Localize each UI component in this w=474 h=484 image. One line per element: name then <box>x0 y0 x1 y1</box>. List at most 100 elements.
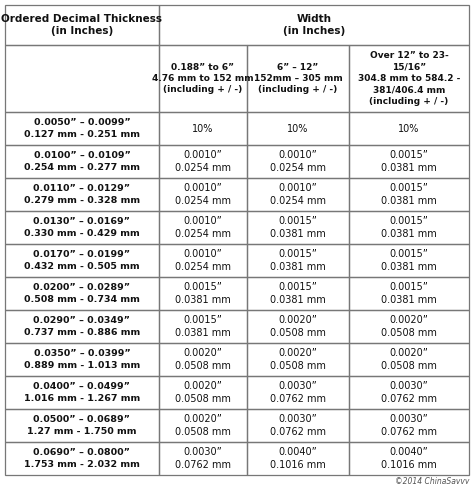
Bar <box>159 145 247 178</box>
Text: 0.0015”
0.0381 mm: 0.0015” 0.0381 mm <box>270 249 326 272</box>
Bar <box>5 376 159 409</box>
Text: 0.0020”
0.0508 mm: 0.0020” 0.0508 mm <box>270 348 326 371</box>
Bar <box>247 178 349 211</box>
Text: 0.0110” – 0.0129”
0.279 mm - 0.328 mm: 0.0110” – 0.0129” 0.279 mm - 0.328 mm <box>24 184 140 205</box>
Text: 0.0015”
0.0381 mm: 0.0015” 0.0381 mm <box>381 216 437 239</box>
Bar <box>247 277 349 310</box>
Text: 0.0020”
0.0508 mm: 0.0020” 0.0508 mm <box>270 315 326 338</box>
Bar <box>159 277 247 310</box>
Text: 0.0500” – 0.0689”
1.27 mm - 1.750 mm: 0.0500” – 0.0689” 1.27 mm - 1.750 mm <box>27 415 137 436</box>
Text: 0.0010”
0.0254 mm: 0.0010” 0.0254 mm <box>175 150 231 173</box>
Bar <box>247 112 349 145</box>
Bar <box>159 178 247 211</box>
Bar <box>247 409 349 442</box>
Text: 0.0020”
0.0508 mm: 0.0020” 0.0508 mm <box>175 414 231 437</box>
Bar <box>159 310 247 343</box>
Text: 10%: 10% <box>398 123 419 134</box>
Text: 0.0050” – 0.0099”
0.127 mm - 0.251 mm: 0.0050” – 0.0099” 0.127 mm - 0.251 mm <box>24 118 140 139</box>
Text: 0.0015”
0.0381 mm: 0.0015” 0.0381 mm <box>381 249 437 272</box>
Bar <box>349 442 469 475</box>
Bar <box>247 45 349 112</box>
Bar <box>349 112 469 145</box>
Bar <box>349 244 469 277</box>
Text: 0.0015”
0.0381 mm: 0.0015” 0.0381 mm <box>381 183 437 206</box>
Text: 0.0020”
0.0508 mm: 0.0020” 0.0508 mm <box>381 315 437 338</box>
Text: 0.0030”
0.0762 mm: 0.0030” 0.0762 mm <box>270 414 326 437</box>
Text: 0.0030”
0.0762 mm: 0.0030” 0.0762 mm <box>381 414 437 437</box>
Bar <box>5 112 159 145</box>
Text: 0.0020”
0.0508 mm: 0.0020” 0.0508 mm <box>175 348 231 371</box>
Text: 0.0015”
0.0381 mm: 0.0015” 0.0381 mm <box>175 315 231 338</box>
Text: 0.0020”
0.0508 mm: 0.0020” 0.0508 mm <box>381 348 437 371</box>
Text: 0.0290” – 0.0349”
0.737 mm - 0.886 mm: 0.0290” – 0.0349” 0.737 mm - 0.886 mm <box>24 316 140 337</box>
Bar <box>159 409 247 442</box>
Bar <box>349 45 469 112</box>
Bar <box>159 5 469 45</box>
Text: 0.0030”
0.0762 mm: 0.0030” 0.0762 mm <box>381 381 437 404</box>
Bar <box>159 244 247 277</box>
Text: 0.0010”
0.0254 mm: 0.0010” 0.0254 mm <box>270 150 326 173</box>
Bar <box>5 5 159 45</box>
Bar <box>159 376 247 409</box>
Bar <box>5 178 159 211</box>
Text: 0.0690” – 0.0800”
1.753 mm - 2.032 mm: 0.0690” – 0.0800” 1.753 mm - 2.032 mm <box>24 448 140 469</box>
Text: 0.0015”
0.0381 mm: 0.0015” 0.0381 mm <box>270 216 326 239</box>
Bar <box>5 442 159 475</box>
Bar <box>247 145 349 178</box>
Bar <box>349 310 469 343</box>
Bar <box>349 145 469 178</box>
Bar <box>5 211 159 244</box>
Text: 6” – 12”
152mm – 305 mm
(including + / -): 6” – 12” 152mm – 305 mm (including + / -… <box>254 62 342 94</box>
Bar <box>159 45 247 112</box>
Bar <box>247 244 349 277</box>
Bar <box>159 211 247 244</box>
Text: Width
(in Inches): Width (in Inches) <box>283 14 345 36</box>
Bar <box>159 112 247 145</box>
Text: 0.0100” – 0.0109”
0.254 mm - 0.277 mm: 0.0100” – 0.0109” 0.254 mm - 0.277 mm <box>24 151 140 172</box>
Text: Over 12” to 23-
15/16”
304.8 mm to 584.2 -
381/406.4 mm
(including + / -): Over 12” to 23- 15/16” 304.8 mm to 584.2… <box>358 51 460 106</box>
Bar <box>5 409 159 442</box>
Bar <box>5 145 159 178</box>
Text: 0.0010”
0.0254 mm: 0.0010” 0.0254 mm <box>270 183 326 206</box>
Bar <box>247 310 349 343</box>
Bar <box>5 310 159 343</box>
Text: Ordered Decimal Thickness
(in Inches): Ordered Decimal Thickness (in Inches) <box>1 14 163 36</box>
Text: 0.0010”
0.0254 mm: 0.0010” 0.0254 mm <box>175 249 231 272</box>
Bar <box>247 211 349 244</box>
Text: 0.0400” – 0.0499”
1.016 mm - 1.267 mm: 0.0400” – 0.0499” 1.016 mm - 1.267 mm <box>24 382 140 403</box>
Text: 10%: 10% <box>287 123 309 134</box>
Bar <box>349 211 469 244</box>
Bar <box>349 409 469 442</box>
Text: 0.0020”
0.0508 mm: 0.0020” 0.0508 mm <box>175 381 231 404</box>
Text: 0.0010”
0.0254 mm: 0.0010” 0.0254 mm <box>175 183 231 206</box>
Text: 0.0015”
0.0381 mm: 0.0015” 0.0381 mm <box>270 282 326 305</box>
Bar <box>5 343 159 376</box>
Bar <box>247 442 349 475</box>
Bar <box>159 343 247 376</box>
Text: ©2014 ChinaSavvy: ©2014 ChinaSavvy <box>395 477 469 484</box>
Text: 0.0015”
0.0381 mm: 0.0015” 0.0381 mm <box>381 282 437 305</box>
Text: 0.0040”
0.1016 mm: 0.0040” 0.1016 mm <box>381 447 437 470</box>
Text: 0.0170” – 0.0199”
0.432 mm - 0.505 mm: 0.0170” – 0.0199” 0.432 mm - 0.505 mm <box>24 250 140 271</box>
Text: 10%: 10% <box>192 123 214 134</box>
Text: 0.0030”
0.0762 mm: 0.0030” 0.0762 mm <box>270 381 326 404</box>
Bar <box>5 277 159 310</box>
Bar <box>349 277 469 310</box>
Bar <box>5 244 159 277</box>
Bar <box>349 376 469 409</box>
Bar <box>5 45 159 112</box>
Text: 0.0030”
0.0762 mm: 0.0030” 0.0762 mm <box>175 447 231 470</box>
Bar <box>247 343 349 376</box>
Bar <box>349 343 469 376</box>
Text: 0.0350” – 0.0399”
0.889 mm - 1.013 mm: 0.0350” – 0.0399” 0.889 mm - 1.013 mm <box>24 349 140 370</box>
Text: 0.0130” – 0.0169”
0.330 mm - 0.429 mm: 0.0130” – 0.0169” 0.330 mm - 0.429 mm <box>24 217 140 238</box>
Bar <box>349 178 469 211</box>
Text: 0.0015”
0.0381 mm: 0.0015” 0.0381 mm <box>175 282 231 305</box>
Text: 0.0010”
0.0254 mm: 0.0010” 0.0254 mm <box>175 216 231 239</box>
Bar <box>247 376 349 409</box>
Text: 0.0015”
0.0381 mm: 0.0015” 0.0381 mm <box>381 150 437 173</box>
Text: 0.188” to 6”
4.76 mm to 152 mm
(including + / -): 0.188” to 6” 4.76 mm to 152 mm (includin… <box>152 62 254 94</box>
Bar <box>159 442 247 475</box>
Text: 0.0200” – 0.0289”
0.508 mm - 0.734 mm: 0.0200” – 0.0289” 0.508 mm - 0.734 mm <box>24 283 140 304</box>
Text: 0.0040”
0.1016 mm: 0.0040” 0.1016 mm <box>270 447 326 470</box>
